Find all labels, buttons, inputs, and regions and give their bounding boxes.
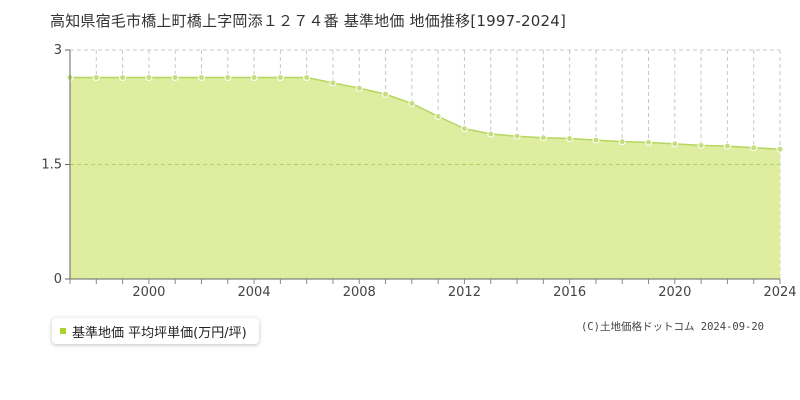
- data-point: [539, 134, 547, 142]
- data-point: [119, 73, 127, 81]
- data-point: [723, 142, 731, 150]
- x-tick-label: 2020: [658, 285, 691, 300]
- series-line: [70, 76, 781, 150]
- legend-swatch: [60, 328, 66, 334]
- data-point: [408, 99, 416, 107]
- legend-label: 基準地価 平均坪単価(万円/坪): [72, 325, 247, 341]
- y-tick-label: 1.5: [41, 158, 62, 173]
- data-point: [303, 73, 311, 81]
- data-point: [460, 125, 468, 133]
- data-point: [276, 73, 284, 81]
- data-point: [171, 73, 179, 81]
- data-point: [145, 73, 153, 81]
- data-point: [697, 141, 705, 149]
- x-tick-label: 2004: [238, 285, 271, 300]
- data-point: [487, 130, 495, 138]
- data-point: [355, 84, 363, 92]
- data-point: [197, 73, 205, 81]
- data-point: [645, 138, 653, 146]
- x-tick-label: 2024: [763, 285, 796, 300]
- credit-text: (C)土地価格ドットコム 2024-09-20: [580, 321, 764, 333]
- data-point: [566, 135, 574, 143]
- area-fill: [70, 77, 780, 279]
- data-point: [224, 73, 232, 81]
- y-tick-label: 3: [54, 43, 62, 58]
- x-tick-label: 2008: [343, 285, 376, 300]
- data-point: [92, 73, 100, 81]
- data-point: [513, 132, 521, 140]
- data-point: [382, 90, 390, 98]
- data-point: [434, 112, 442, 120]
- data-point: [671, 140, 679, 148]
- data-point: [776, 145, 784, 153]
- axes: 0 1.5 3 2000 2004 2008 2012 2016 2020 2024: [41, 43, 796, 300]
- data-point: [250, 73, 258, 81]
- x-tick-label: 2016: [553, 285, 586, 300]
- chart-legend: 基準地価 平均坪単価(万円/坪): [52, 318, 259, 344]
- data-point: [592, 136, 600, 144]
- chart-title: 高知県宿毛市橋上町橋上字岡添１２７４番 基準地価 地価推移[1997-2024]: [50, 12, 567, 30]
- series-area: [70, 76, 781, 279]
- data-point: [618, 138, 626, 146]
- data-point: [750, 144, 758, 152]
- y-tick-label: 0: [54, 272, 62, 287]
- data-point: [329, 79, 337, 87]
- x-tick-label: 2000: [132, 285, 165, 300]
- x-tick-label: 2012: [448, 285, 481, 300]
- series-points: [66, 73, 784, 153]
